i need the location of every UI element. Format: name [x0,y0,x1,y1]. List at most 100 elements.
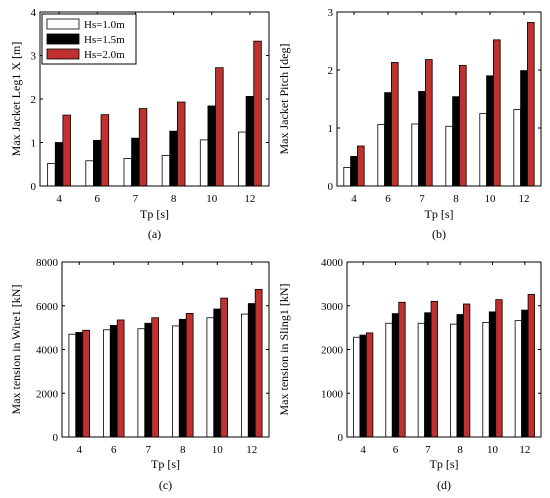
bar [54,142,64,187]
y-tick-label: 6000 [36,301,59,313]
bar [93,139,102,187]
bar [450,323,458,438]
bar [75,332,84,438]
bar [452,96,460,187]
y-tick-label: 2000 [36,388,59,400]
bar [199,139,209,187]
bar [185,313,194,438]
panel-label: (d) [437,478,451,492]
y-axis-label: Max tension in Sling1 [kN] [277,284,291,416]
bar [206,317,215,438]
y-tick-label: 2000 [321,345,344,357]
bar [390,62,399,187]
bar [424,59,433,187]
x-axis-label: Tp [s] [430,457,459,471]
bar [245,95,255,187]
x-tick-label: 8 [453,193,459,205]
bar [527,22,535,187]
bar [456,314,464,438]
bar [445,125,453,187]
x-tick-label: 10 [212,444,224,456]
bar [161,155,171,187]
x-tick-label: 12 [246,444,257,456]
y-tick-label: 3 [31,51,37,63]
axes-frame [61,261,270,438]
y-tick-label: 0 [31,181,37,193]
x-tick-label: 6 [385,193,391,205]
panel-label: (c) [159,478,172,492]
x-tick-label: 8 [180,444,186,456]
y-tick-label: 3 [328,7,334,19]
bar [171,325,180,438]
bar [385,322,393,438]
y-axis-label: Max Jacket Pitch [deg] [277,44,291,155]
bar [137,328,146,438]
y-tick-label: 2 [31,94,37,106]
x-tick-label: 12 [519,193,530,205]
x-tick-label: 7 [146,444,152,456]
bar [169,130,178,187]
bar [131,137,140,187]
bar [240,313,249,438]
x-tick-label: 6 [393,444,399,456]
x-tick-label: 7 [133,193,139,205]
bar [513,109,521,187]
bar [138,108,148,187]
bar [254,288,263,438]
bar [495,299,503,438]
bar [100,114,110,187]
bar [527,293,535,438]
bar [103,329,111,438]
x-tick-label: 12 [244,193,255,205]
x-tick-label: 8 [171,193,177,205]
bar [220,297,228,438]
x-tick-label: 12 [519,444,530,456]
panel-label: (a) [148,227,161,241]
bar [462,303,471,438]
bar [47,162,56,187]
bar [207,105,216,187]
bar [359,334,367,438]
x-tick-label: 6 [111,444,117,456]
bar [479,113,487,187]
y-tick-label: 4000 [321,257,344,269]
bar [417,322,426,438]
bar [430,300,438,438]
bar [247,303,256,438]
bar [215,67,224,187]
bar [514,320,523,438]
bar [144,322,153,438]
bar [365,332,374,438]
legend-swatch [46,18,80,30]
x-tick-label: 10 [487,444,499,456]
axes-frame [346,261,542,438]
bar [482,321,490,438]
bar [85,160,94,187]
bar [486,75,494,187]
x-tick-label: 7 [425,444,431,456]
y-tick-label: 1 [328,123,334,135]
legend-entry: Hs=1.0m [84,19,125,31]
bar [458,64,467,187]
bar [350,156,358,187]
bar [521,309,529,438]
legend: Hs=1.0m Hs=1.5m Hs=2.0m [41,13,137,65]
bar [356,145,365,187]
y-tick-label: 4000 [36,345,59,357]
bar [492,39,501,187]
bar [82,329,90,438]
legend-entry: Hs=2.0m [84,49,125,61]
y-tick-label: 0 [328,181,334,193]
bar [213,308,222,438]
y-axis-label: Max tension in Wire1 [kN] [9,285,23,415]
x-tick-label: 4 [77,444,83,456]
x-tick-label: 4 [351,193,357,205]
bar [151,317,159,438]
y-tick-label: 3000 [321,301,344,313]
bar [488,311,497,438]
bar [109,325,118,438]
bar [424,312,432,438]
x-tick-label: 7 [419,193,425,205]
